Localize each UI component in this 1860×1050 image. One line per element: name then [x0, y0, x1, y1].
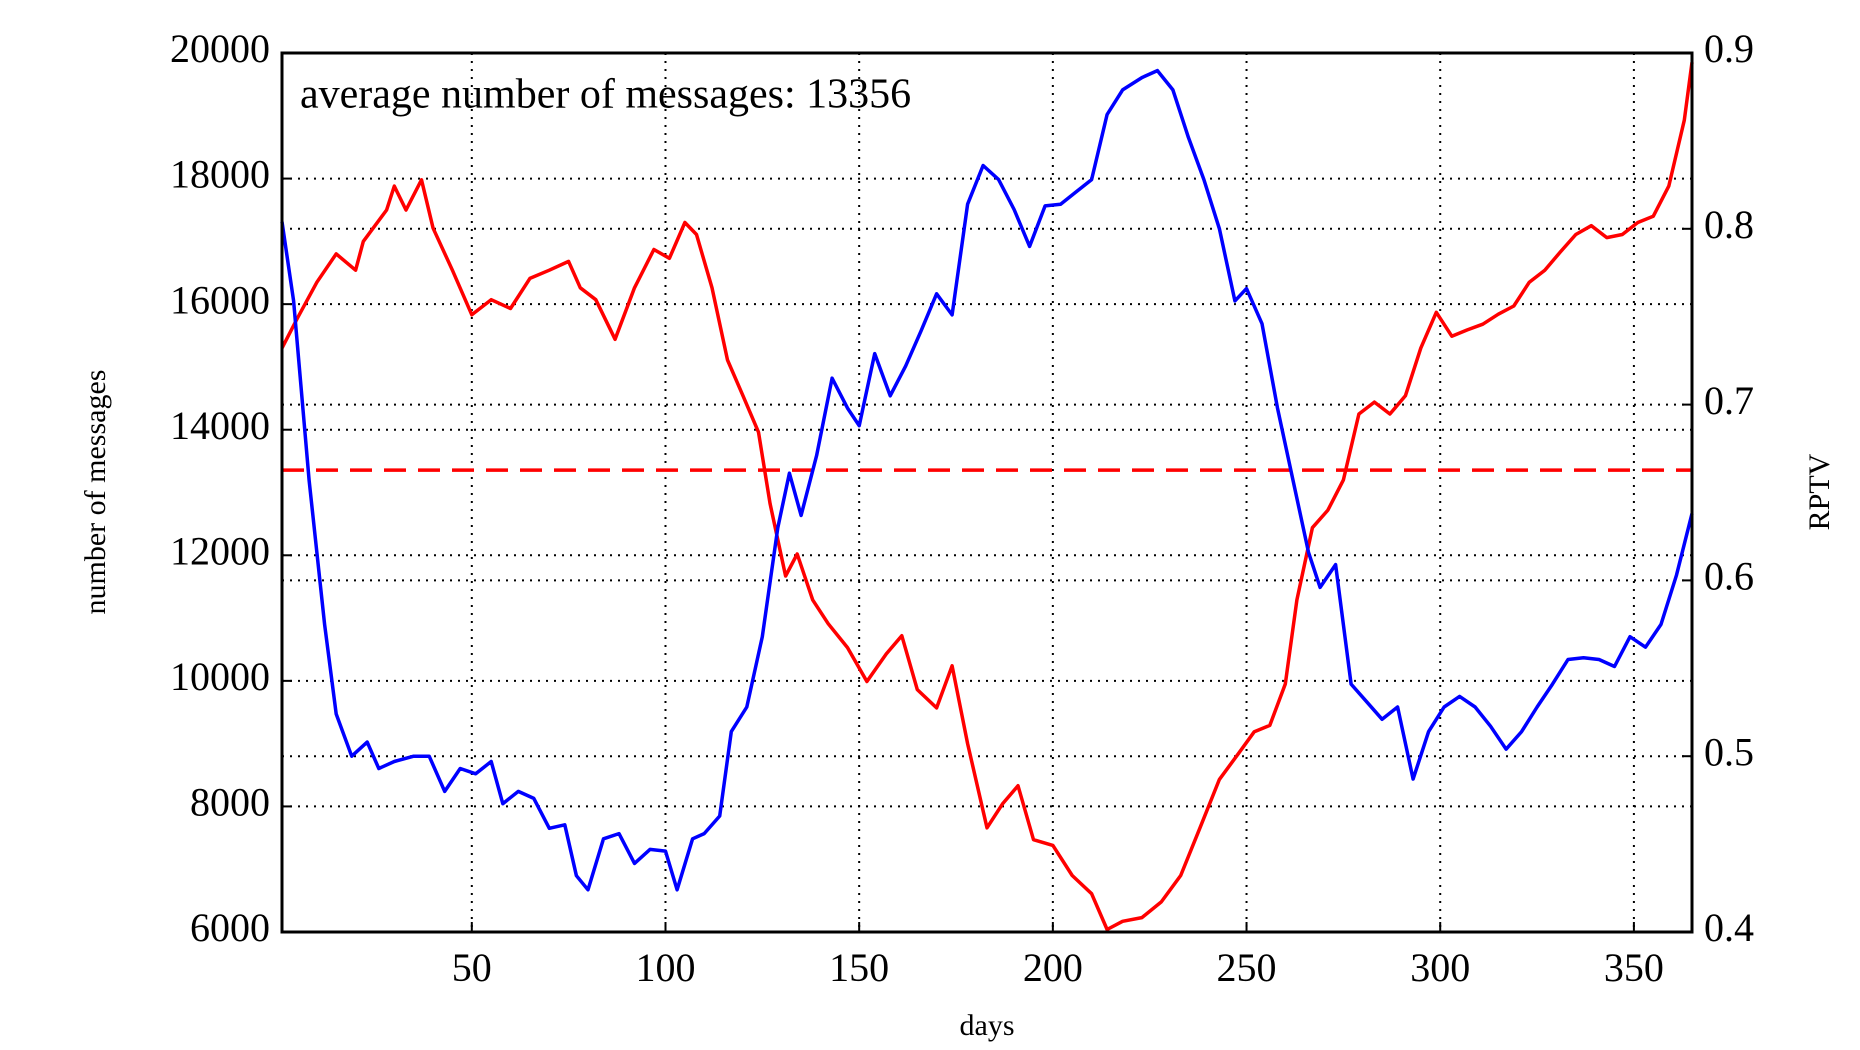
y-tick-label: 18000 [170, 152, 270, 197]
x-tick-label: 350 [1604, 945, 1664, 990]
x-tick-label: 100 [635, 945, 695, 990]
y-tick-label: 6000 [190, 905, 270, 950]
y-tick-label: 20000 [170, 26, 270, 71]
x-tick-label: 50 [452, 945, 492, 990]
y2-tick-label: 0.7 [1704, 378, 1754, 423]
x-tick-label: 250 [1217, 945, 1277, 990]
plot-frame [280, 51, 1694, 934]
y-tick-label: 12000 [170, 528, 270, 573]
x-tick-label: 200 [1023, 945, 1083, 990]
series-line [280, 68, 1694, 892]
x-tick-label: 300 [1410, 945, 1470, 990]
series-line [280, 62, 1694, 932]
y-tick-label: 14000 [170, 403, 270, 448]
y-axis-label: number of messages [79, 370, 112, 615]
y2-tick-label: 0.6 [1704, 554, 1754, 599]
annotation: average number of messages: 13356 [300, 72, 911, 118]
y2-tick-label: 0.4 [1704, 905, 1754, 950]
y-tick-label: 8000 [190, 780, 270, 825]
y2-axis-label: RPTV [1803, 453, 1836, 530]
y-tick-label: 16000 [170, 277, 270, 322]
y2-tick-label: 0.9 [1704, 26, 1754, 71]
y2-tick-label: 0.8 [1704, 202, 1754, 247]
x-tick-label: 150 [829, 945, 889, 990]
x-axis-label: days [960, 1009, 1015, 1042]
y2-tick-label: 0.5 [1704, 729, 1754, 774]
y-tick-label: 10000 [170, 654, 270, 699]
